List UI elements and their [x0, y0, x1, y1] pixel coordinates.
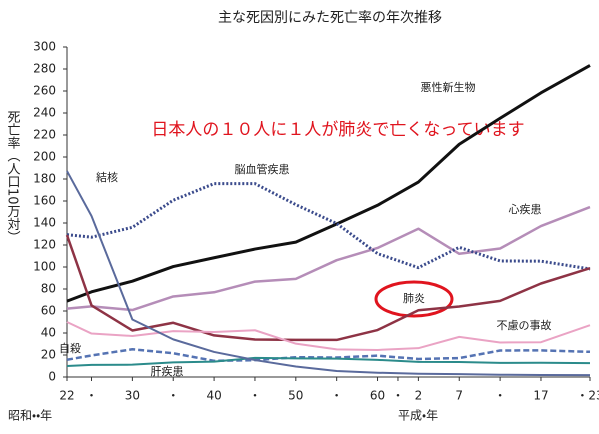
series-label: 肺炎 — [403, 292, 425, 305]
y-tick-label: 300 — [33, 40, 56, 54]
series-label: 心疾患 — [509, 203, 542, 216]
series-line — [66, 356, 591, 367]
x-tick-label: ・ — [86, 389, 98, 403]
y-tick-label: 0 — [48, 370, 56, 384]
x-tick-label: 2 — [415, 389, 423, 403]
series-label: 自殺 — [59, 341, 81, 355]
x-tick-label: ・ — [494, 389, 506, 403]
x-axis-label: 平成・年 — [398, 409, 438, 423]
x-tick-label: ・ — [249, 389, 261, 403]
y-tick-label: 40 — [41, 326, 56, 340]
series-line — [66, 182, 591, 271]
x-tick-label: ・ — [167, 389, 179, 403]
series-line — [66, 205, 591, 312]
series-line — [66, 170, 591, 377]
x-tick-label: ・ — [392, 389, 404, 403]
y-tick-label: 80 — [41, 282, 56, 296]
y-tick-label: 240 — [33, 106, 56, 120]
y-tick-label: 60 — [41, 304, 56, 318]
annotation: 日本人の１０人に１人が肺炎で亡くなっています — [151, 120, 524, 140]
x-tick-label: 22 — [59, 389, 74, 403]
x-tick-label: ・ — [331, 389, 343, 403]
y-tick-label: 200 — [33, 150, 56, 164]
series-label: 脳血管疾患 — [235, 162, 290, 176]
y-tick-label: 100 — [33, 260, 56, 274]
x-tick-label: 40 — [206, 389, 221, 403]
y-tick-label: 180 — [33, 172, 56, 186]
x-tick-label: 7 — [455, 389, 463, 403]
y-tick-label: 260 — [33, 84, 56, 98]
x-tick-label: 30 — [125, 389, 140, 403]
series-line — [66, 64, 591, 303]
x-axis-label: 昭和・・年 — [8, 409, 52, 423]
series-label: 悪性新生物 — [421, 80, 476, 94]
series-line — [65, 234, 591, 342]
highlight-ellipse — [374, 280, 454, 318]
series-label: 肝疾患 — [151, 365, 184, 378]
y-tick-label: 140 — [33, 216, 56, 230]
series-line — [66, 348, 591, 363]
x-tick-label: ・23 — [576, 389, 599, 403]
y-tick-label: 220 — [33, 128, 56, 142]
x-tick-label: 17 — [533, 389, 548, 403]
y-tick-label: 160 — [33, 194, 56, 208]
x-tick-label: 60 — [370, 389, 385, 403]
y-tick-label: 20 — [41, 348, 56, 362]
series-label: 結核 — [96, 171, 118, 184]
y-axis-label: 死亡率（人口10万対） — [5, 110, 21, 244]
series-label: 不慮の事故 — [497, 318, 552, 332]
y-tick-label: 120 — [33, 238, 56, 252]
series-line — [66, 321, 591, 351]
chart-title: 主な死因別にみた死亡率の年次推移 — [218, 10, 442, 26]
y-tick-label: 280 — [33, 62, 56, 76]
x-tick-label: 50 — [288, 389, 303, 403]
